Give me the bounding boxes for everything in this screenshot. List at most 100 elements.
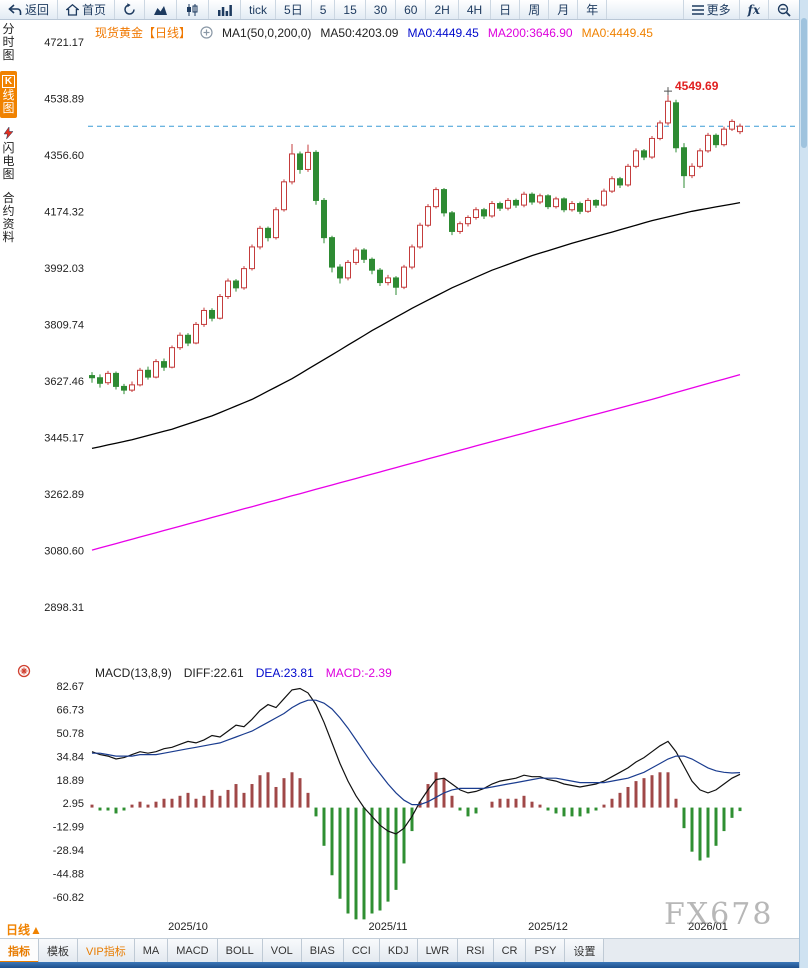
indicator-tab-CCI[interactable]: CCI [343,939,380,963]
interval-week-button-label: 周 [528,3,541,17]
svg-text:3080.60: 3080.60 [44,545,84,557]
high-price-label: 4549.69 [675,79,719,93]
indicator-tab-LWR[interactable]: LWR [417,939,459,963]
zoom-out-button[interactable] [769,0,800,19]
bar-chart-button[interactable] [209,0,242,19]
interval-day-button-label: 日 [499,3,512,17]
symbol-title: 现货黄金【日线】 [95,26,192,40]
sidebar-item-contract-info[interactable]: 合约资料 [2,191,15,244]
interval-month-button[interactable]: 月 [549,0,579,19]
x-axis-label: 2026/01 [688,921,728,933]
bottom-indicator-bar: 指标 模板 VIP指标 MA MACD BOLL VOL BIAS CCI KDJ LWR RSI CR… [0,938,808,963]
svg-text:3262.89: 3262.89 [44,489,84,501]
indicator-tab-设置[interactable]: 设置 [565,939,605,963]
interval-day-button[interactable]: 日 [491,0,521,19]
menu-icon [691,4,704,15]
indicator-tab-指标[interactable]: 指标 [0,939,39,963]
ma200-value: MA200:3646.90 [487,25,573,40]
indicator-tab-模板[interactable]: 模板 [39,939,78,963]
svg-text:4174.32: 4174.32 [44,206,84,218]
indicator-tab-VOL[interactable]: VOL [262,939,302,963]
top-toolbar: 返回 首页 tick 5日 5 15 30 60 2H 4H 日 周 月 年 更多 fx [0,0,800,20]
interval-5-button[interactable]: 5 [312,0,336,19]
high-cross-marker [664,87,672,96]
svg-text:18.89: 18.89 [56,775,84,787]
plus-circle-icon[interactable] [200,26,213,39]
macd-legend: MACD(13,8,9) DIFF:22.61 DEA:23.81 MACD:-… [95,666,392,680]
bar-chart-icon [217,4,232,16]
fx-button[interactable]: fx [740,0,769,19]
interval-2h-button[interactable]: 2H [426,0,459,19]
indicator-tab-BIAS[interactable]: BIAS [301,939,344,963]
svg-text:3992.03: 3992.03 [44,263,84,275]
bottom-blue-strip [0,962,808,968]
candles-layer [89,95,743,395]
interval-4h-button[interactable]: 4H [459,0,492,19]
candle-chart-icon [185,3,200,16]
indicator-tab-PSY[interactable]: PSY [526,939,566,963]
interval-4h-button-label: 4H [466,2,483,17]
lightning-icon [3,127,14,139]
svg-text:4538.89: 4538.89 [44,93,84,105]
interval-60-button-label: 60 [404,2,418,17]
area-chart-icon [153,4,168,16]
back-button-label: 返回 [25,3,50,17]
svg-text:-12.99: -12.99 [53,822,84,834]
svg-text:-60.82: -60.82 [53,892,84,904]
price-legend: 现货黄金【日线】 MA1(50,0,200,0) MA50:4203.09 MA… [95,24,653,41]
sidebar-item-kline-chart[interactable]: K线图 [0,71,17,118]
indicator-tab-RSI[interactable]: RSI [458,939,494,963]
interval-tick-button[interactable]: tick [241,0,277,19]
interval-5day-button[interactable]: 5日 [276,0,312,19]
macd-dea-value: DEA:23.81 [255,666,314,680]
candle-chart-button[interactable] [177,0,210,19]
macd-histogram [90,772,742,920]
macd-dea-line [92,699,741,806]
area-chart-button[interactable] [145,0,178,19]
indicator-tab-BOLL[interactable]: BOLL [217,939,263,963]
x-axis-label: 2025/12 [528,921,568,933]
interval-2h-button-label: 2H [434,2,450,17]
interval-15-button[interactable]: 15 [335,0,366,19]
indicator-tab-MA[interactable]: MA [134,939,169,963]
macd-settings-icon[interactable] [17,664,31,683]
interval-month-button-label: 月 [557,3,570,17]
refresh-button[interactable] [115,0,146,19]
interval-year-button[interactable]: 年 [578,0,608,19]
back-button[interactable]: 返回 [0,0,59,19]
more-button[interactable]: 更多 [682,0,740,19]
macd-diff-line [91,687,741,835]
svg-text:3445.17: 3445.17 [44,432,84,444]
refresh-icon [123,3,136,16]
svg-text:4721.17: 4721.17 [44,37,84,49]
indicator-tab-VIP指标[interactable]: VIP指标 [78,939,135,963]
indicator-tab-KDJ[interactable]: KDJ [379,939,418,963]
fx-button-label: fx [747,2,760,17]
interval-5-button-label: 5 [319,2,327,17]
indicator-tab-MACD[interactable]: MACD [168,939,218,963]
sidebar-item-time-chart[interactable]: 分时图 [2,22,15,62]
period-selector[interactable]: 日线▲ [6,921,42,938]
home-button[interactable]: 首页 [58,0,116,19]
interval-year-button-label: 年 [586,3,599,17]
interval-5day-button-label: 5日 [284,3,303,17]
sidebar-item-lightning-chart[interactable]: 闪电图 [0,125,17,183]
macd-diff-value: DIFF:22.61 [183,666,244,680]
left-sidebar: 分时图 K线图闪电图合约资料 [0,21,17,246]
svg-text:-44.88: -44.88 [53,869,84,881]
right-scrollbar[interactable] [799,0,808,968]
interval-week-button[interactable]: 周 [520,0,550,19]
macd-axis-labels: 82.67 66.73 50.78 34.84 18.89 2.95 -12.99 -28.9… [53,681,84,904]
macd-title: MACD(13,8,9) [95,666,172,680]
home-icon [66,3,80,16]
period-label: 日线 [6,923,31,937]
interval-60-button[interactable]: 60 [396,0,427,19]
indicator-tab-CR[interactable]: CR [493,939,527,963]
interval-30-button[interactable]: 30 [366,0,397,19]
ma200-line [91,373,741,551]
x-axis-label: 2025/11 [368,921,408,933]
svg-text:3627.46: 3627.46 [44,376,84,388]
k-badge: K [1,75,16,88]
ma0-value-orange: MA0:4449.45 [581,25,653,40]
